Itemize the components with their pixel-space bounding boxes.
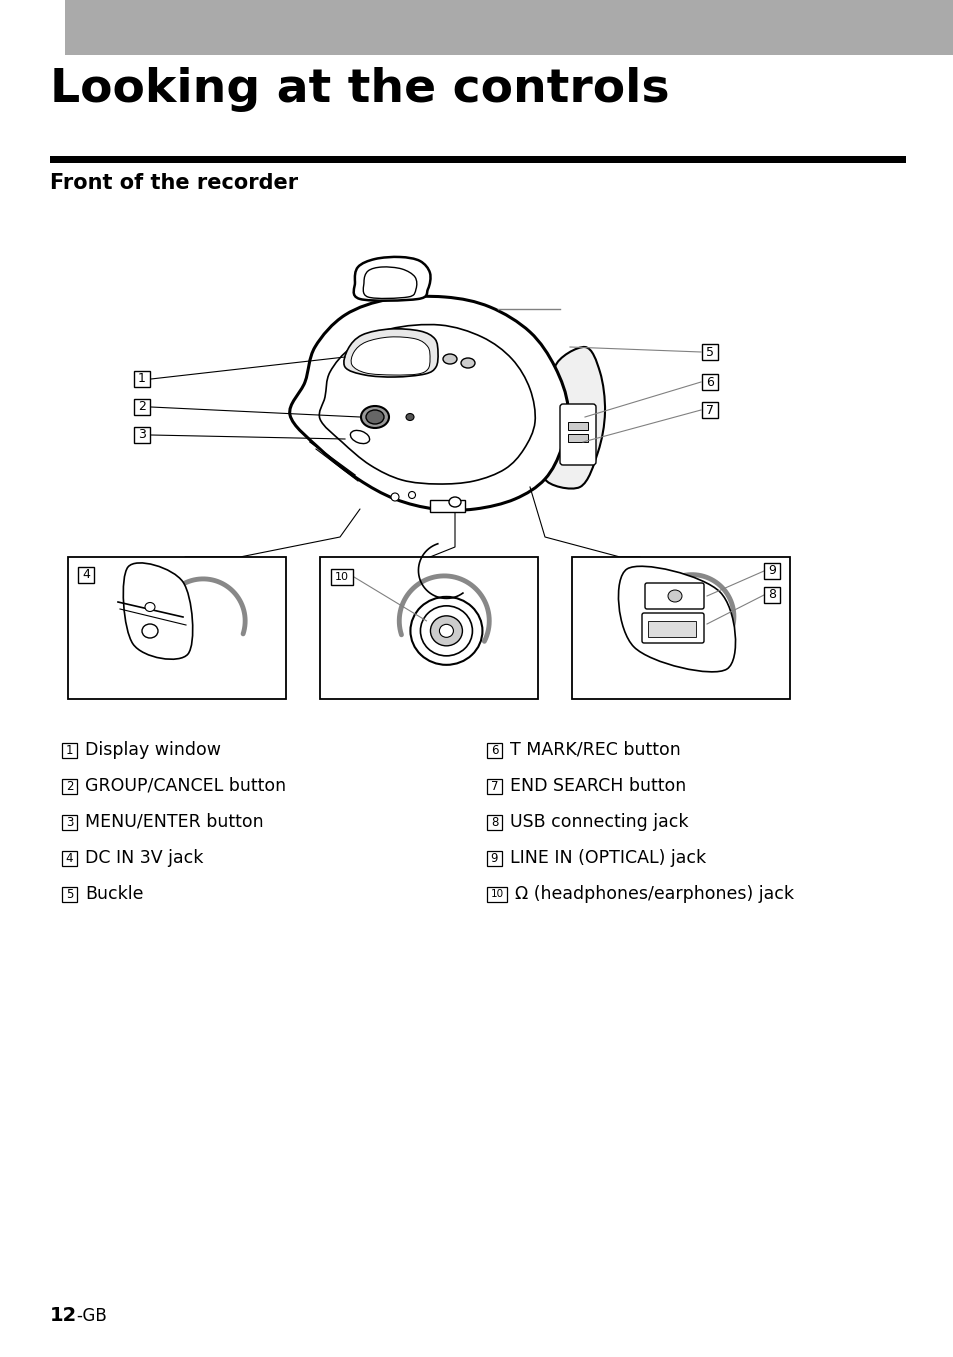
FancyBboxPatch shape <box>644 584 703 609</box>
Bar <box>567 434 587 442</box>
Text: 6: 6 <box>490 744 497 756</box>
Text: 5: 5 <box>705 346 713 358</box>
Ellipse shape <box>442 354 456 364</box>
Text: Buckle: Buckle <box>85 885 143 902</box>
Ellipse shape <box>449 497 460 508</box>
Bar <box>763 588 780 603</box>
Ellipse shape <box>439 624 453 638</box>
Text: DC IN 3V jack: DC IN 3V jack <box>85 849 203 867</box>
Ellipse shape <box>350 430 369 444</box>
Ellipse shape <box>145 603 154 612</box>
Ellipse shape <box>410 597 482 665</box>
Text: MENU/ENTER button: MENU/ENTER button <box>85 813 263 830</box>
PathPatch shape <box>343 328 437 377</box>
Bar <box>50 156 905 163</box>
Text: 3: 3 <box>66 816 73 829</box>
Ellipse shape <box>360 406 389 427</box>
PathPatch shape <box>351 337 430 375</box>
Text: 6: 6 <box>705 376 713 388</box>
Text: LINE IN (OPTICAL) jack: LINE IN (OPTICAL) jack <box>510 849 705 867</box>
Bar <box>65 0 953 56</box>
Bar <box>68 556 286 699</box>
Bar <box>486 886 506 901</box>
Text: 12: 12 <box>50 1305 77 1324</box>
Bar <box>763 563 780 579</box>
Bar <box>647 622 696 636</box>
Ellipse shape <box>667 590 681 603</box>
Text: 10: 10 <box>490 889 503 898</box>
Text: END SEARCH button: END SEARCH button <box>510 778 685 795</box>
Bar <box>486 779 501 794</box>
FancyBboxPatch shape <box>559 404 596 465</box>
Bar <box>486 851 501 866</box>
Text: 2: 2 <box>138 400 146 414</box>
Bar <box>133 370 150 387</box>
Text: 5: 5 <box>66 887 73 901</box>
Bar <box>331 569 353 585</box>
Text: 4: 4 <box>66 851 73 864</box>
Text: USB connecting jack: USB connecting jack <box>510 813 688 830</box>
Text: 8: 8 <box>767 589 775 601</box>
Bar <box>78 567 94 584</box>
Text: 1: 1 <box>138 373 146 385</box>
Ellipse shape <box>391 493 398 501</box>
Ellipse shape <box>406 414 414 421</box>
Ellipse shape <box>408 491 416 498</box>
Text: 2: 2 <box>66 779 73 792</box>
Bar <box>62 851 77 866</box>
Bar <box>486 814 501 829</box>
Text: 3: 3 <box>138 429 146 441</box>
Bar <box>567 422 587 430</box>
Ellipse shape <box>460 358 475 368</box>
Text: 4: 4 <box>82 569 90 582</box>
PathPatch shape <box>544 347 604 489</box>
Bar <box>62 779 77 794</box>
Ellipse shape <box>366 410 384 423</box>
Bar <box>701 375 718 389</box>
Bar <box>572 556 789 699</box>
Text: Looking at the controls: Looking at the controls <box>50 66 669 113</box>
Text: Front of the recorder: Front of the recorder <box>50 172 297 193</box>
Bar <box>62 742 77 757</box>
Text: -GB: -GB <box>76 1307 107 1324</box>
Bar <box>486 742 501 757</box>
Text: GROUP/CANCEL button: GROUP/CANCEL button <box>85 778 286 795</box>
Bar <box>133 427 150 442</box>
Text: Display window: Display window <box>85 741 221 759</box>
Text: 7: 7 <box>705 403 713 417</box>
Text: 10: 10 <box>335 573 349 582</box>
Bar <box>430 499 464 512</box>
Ellipse shape <box>420 605 472 655</box>
Text: 9: 9 <box>490 851 497 864</box>
Text: T MARK/REC button: T MARK/REC button <box>510 741 680 759</box>
Bar <box>701 402 718 418</box>
Bar <box>133 399 150 415</box>
Bar <box>62 886 77 901</box>
Bar <box>701 345 718 360</box>
Text: 1: 1 <box>66 744 73 756</box>
PathPatch shape <box>290 296 568 510</box>
Text: 8: 8 <box>490 816 497 829</box>
Text: 7: 7 <box>490 779 497 792</box>
Text: 9: 9 <box>767 565 775 578</box>
Ellipse shape <box>430 616 462 646</box>
Ellipse shape <box>142 624 158 638</box>
FancyBboxPatch shape <box>641 613 703 643</box>
Bar <box>62 814 77 829</box>
PathPatch shape <box>618 566 735 672</box>
PathPatch shape <box>354 256 430 301</box>
PathPatch shape <box>123 563 193 660</box>
Text: Ω (headphones/earphones) jack: Ω (headphones/earphones) jack <box>515 885 793 902</box>
Bar <box>319 556 537 699</box>
